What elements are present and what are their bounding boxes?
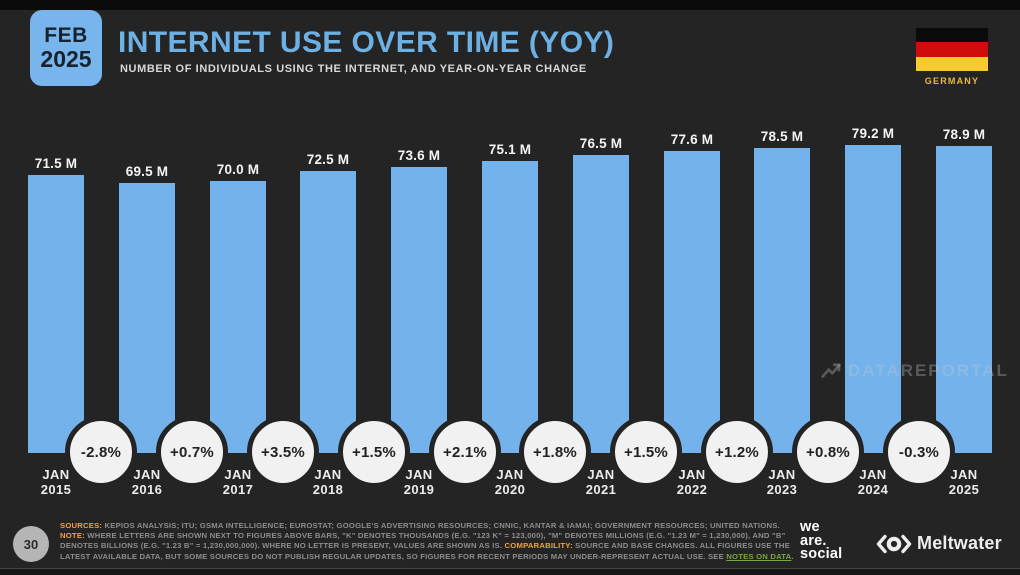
date-badge-month: FEB <box>44 23 88 47</box>
bar <box>482 161 538 453</box>
we-are-social-logo-line: we <box>800 519 820 535</box>
meltwater-label: Meltwater <box>917 533 1002 553</box>
yoy-change-badge: +0.7% <box>156 416 228 488</box>
page-title: INTERNET USE OVER TIME (YOY) <box>118 26 615 59</box>
we-are-social-logo: we are. social <box>800 519 843 562</box>
yoy-change-badge: +2.1% <box>429 416 501 488</box>
page-number: 30 <box>23 536 39 552</box>
x-axis-label: JAN 2024 <box>857 467 889 497</box>
notes-on-data-link[interactable]: NOTES ON DATA <box>726 551 792 561</box>
x-axis-label: JAN 2016 <box>131 467 163 497</box>
page-number-badge: 30 <box>13 526 49 562</box>
x-axis-label: JAN 2015 <box>40 467 72 497</box>
x-axis-label: JAN 2019 <box>403 467 435 497</box>
footer-text: WHERE LETTERS ARE SHOWN NEXT TO FIGURES … <box>60 531 786 551</box>
bar <box>754 148 810 453</box>
bottom-border-strip <box>0 568 1020 575</box>
meltwater-eye-icon <box>876 534 912 553</box>
flag-black-stripe <box>916 28 988 43</box>
bar <box>300 171 356 453</box>
bar <box>210 181 266 453</box>
footer-notes: SOURCES: KEPIOS ANALYSIS; ITU; GSMA INTE… <box>60 521 805 562</box>
bar-chart: 71.5 M JAN 2015 69.5 M JAN 2016 70.0 M JAN 2017 7… <box>28 100 992 510</box>
bar-value-label: 70.0 M <box>216 162 260 177</box>
datareportal-watermark: DATAREPORTAL <box>820 360 1009 382</box>
yoy-change-badge: +1.5% <box>338 416 410 488</box>
bar <box>573 155 629 453</box>
x-axis-label: JAN 2021 <box>585 467 617 497</box>
date-badge-year: 2025 <box>40 45 92 72</box>
germany-flag <box>916 28 988 71</box>
yoy-change-badge: +1.2% <box>701 416 773 488</box>
yoy-change-badge: -2.8% <box>65 416 137 488</box>
top-border-strip <box>0 0 1020 10</box>
we-are-social-logo-line: are. <box>800 532 827 549</box>
date-badge: FEB 2025 <box>30 10 102 86</box>
x-axis-label: JAN 2018 <box>312 467 344 497</box>
datareportal-logo-icon <box>821 363 841 378</box>
bar-value-label: 77.6 M <box>670 132 714 147</box>
bar-value-label: 72.5 M <box>306 152 350 167</box>
bar-value-label: 75.1 M <box>488 142 532 157</box>
watermark-text: DATAREPORTAL <box>848 361 1009 380</box>
yoy-change-badge: +3.5% <box>247 416 319 488</box>
yoy-change-badge: -0.3% <box>883 416 955 488</box>
bar-value-label: 78.9 M <box>942 127 986 142</box>
x-axis-label: JAN 2020 <box>494 467 526 497</box>
yoy-change-badge: +1.5% <box>610 416 682 488</box>
bar <box>936 146 992 453</box>
bar <box>845 145 901 453</box>
bar-value-label: 76.5 M <box>579 136 623 151</box>
bar <box>664 151 720 453</box>
footer-label: COMPARABILITY: <box>504 541 573 551</box>
bar-value-label: 73.6 M <box>397 148 441 163</box>
flag-gold-stripe <box>916 56 988 71</box>
meltwater-logo: Meltwater <box>876 533 1002 554</box>
footer-label: NOTE: <box>60 531 85 541</box>
we-are-social-logo-line: social <box>800 546 843 562</box>
bar <box>119 183 175 453</box>
yoy-change-badge: +1.8% <box>519 416 591 488</box>
country-label: GERMANY <box>924 76 980 86</box>
x-axis-label: JAN 2017 <box>222 467 254 497</box>
bar-value-label: 71.5 M <box>34 156 78 171</box>
footer-text: . <box>791 551 794 561</box>
x-axis-label: JAN 2023 <box>766 467 798 497</box>
bar <box>28 175 84 453</box>
footer-text: KEPIOS ANALYSIS; ITU; GSMA INTELLIGENCE;… <box>102 521 780 530</box>
bar-value-label: 79.2 M <box>851 126 895 141</box>
page-subtitle: NUMBER OF INDIVIDUALS USING THE INTERNET… <box>120 63 587 75</box>
bar-value-label: 69.5 M <box>125 164 169 179</box>
footer-label: SOURCES: <box>60 521 103 530</box>
yoy-change-badge: +0.8% <box>792 416 864 488</box>
bar <box>391 167 447 453</box>
x-axis-label: JAN 2025 <box>948 467 980 497</box>
bar-value-label: 78.5 M <box>760 129 804 144</box>
x-axis-label: JAN 2022 <box>676 467 708 497</box>
footer-text: SOURCE AND BASE CHANGES. ALL FIGURES USE… <box>60 541 790 561</box>
flag-red-stripe <box>916 42 988 57</box>
